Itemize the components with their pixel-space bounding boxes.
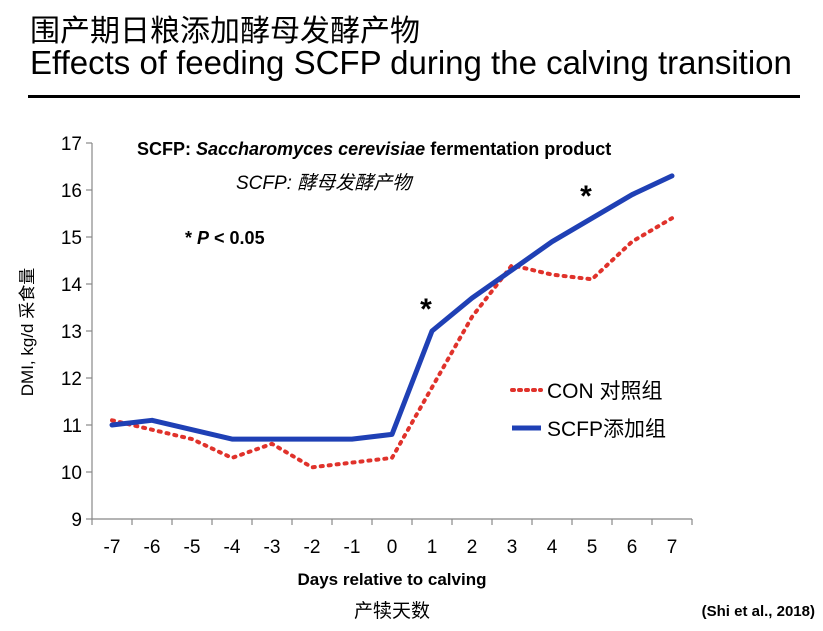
y-tick-label: 17 [61, 134, 82, 155]
title-divider [28, 95, 800, 98]
significance-star: * [580, 180, 592, 213]
x-tick-label: -7 [104, 537, 121, 558]
x-tick-label: 3 [507, 537, 518, 558]
citation: (Shi et al., 2018) [702, 603, 815, 620]
series-lines [109, 173, 675, 470]
x-tick-label: 1 [427, 537, 438, 558]
y-tick-label: 14 [61, 275, 83, 296]
x-axis-title: Days relative to calving [298, 570, 487, 589]
legend-label-scfp: SCFP添加组 [547, 418, 666, 441]
y-tick-labels: 9 10 11 12 13 14 15 16 17 [61, 134, 83, 531]
significance-markers: ** [420, 180, 592, 326]
y-tick-label: 10 [61, 463, 82, 484]
title-chinese: 围产期日粮添加酵母发酵产物 [30, 14, 420, 49]
x-tick-label: 0 [387, 537, 398, 558]
legend: CON 对照组 SCFP添加组 [510, 380, 666, 441]
x-tick-label: -5 [184, 537, 201, 558]
x-tick-label: 6 [627, 537, 638, 558]
chart-axes [86, 142, 693, 525]
x-axis-title-cn: 产犊天数 [354, 600, 430, 622]
y-tick-label: 15 [61, 228, 82, 249]
y-axis-title: DMI, kg/d 采食量 [18, 268, 37, 396]
y-tick-label: 9 [71, 510, 82, 531]
y-tick-label: 11 [62, 416, 82, 437]
x-tick-label: 4 [547, 537, 558, 558]
x-tick-label: 5 [587, 537, 598, 558]
significance-star: * [420, 293, 432, 326]
legend-label-con: CON 对照组 [547, 380, 663, 403]
x-tick-labels: -7 -6 -5 -4 -3 -2 -1 0 1 2 3 4 5 6 7 [104, 537, 678, 558]
x-tick-label: -3 [264, 537, 281, 558]
scfp-definition: SCFP: Saccharomyces cerevisiae fermentat… [137, 139, 611, 159]
title-english: Effects of feeding SCFP during the calvi… [30, 44, 792, 81]
y-tick-label: 13 [61, 322, 82, 343]
x-tick-label: -6 [144, 537, 161, 558]
x-tick-label: -2 [304, 537, 321, 558]
scfp-definition-cn: SCFP: 酵母发酵产物 [236, 172, 414, 194]
y-tick-label: 12 [61, 369, 82, 390]
x-tick-label: 2 [467, 537, 478, 558]
x-tick-label: -4 [224, 537, 241, 558]
y-tick-label: 16 [61, 181, 82, 202]
p-value-note: * P < 0.05 [185, 228, 265, 248]
x-tick-label: 7 [667, 537, 678, 558]
x-tick-label: -1 [344, 537, 361, 558]
